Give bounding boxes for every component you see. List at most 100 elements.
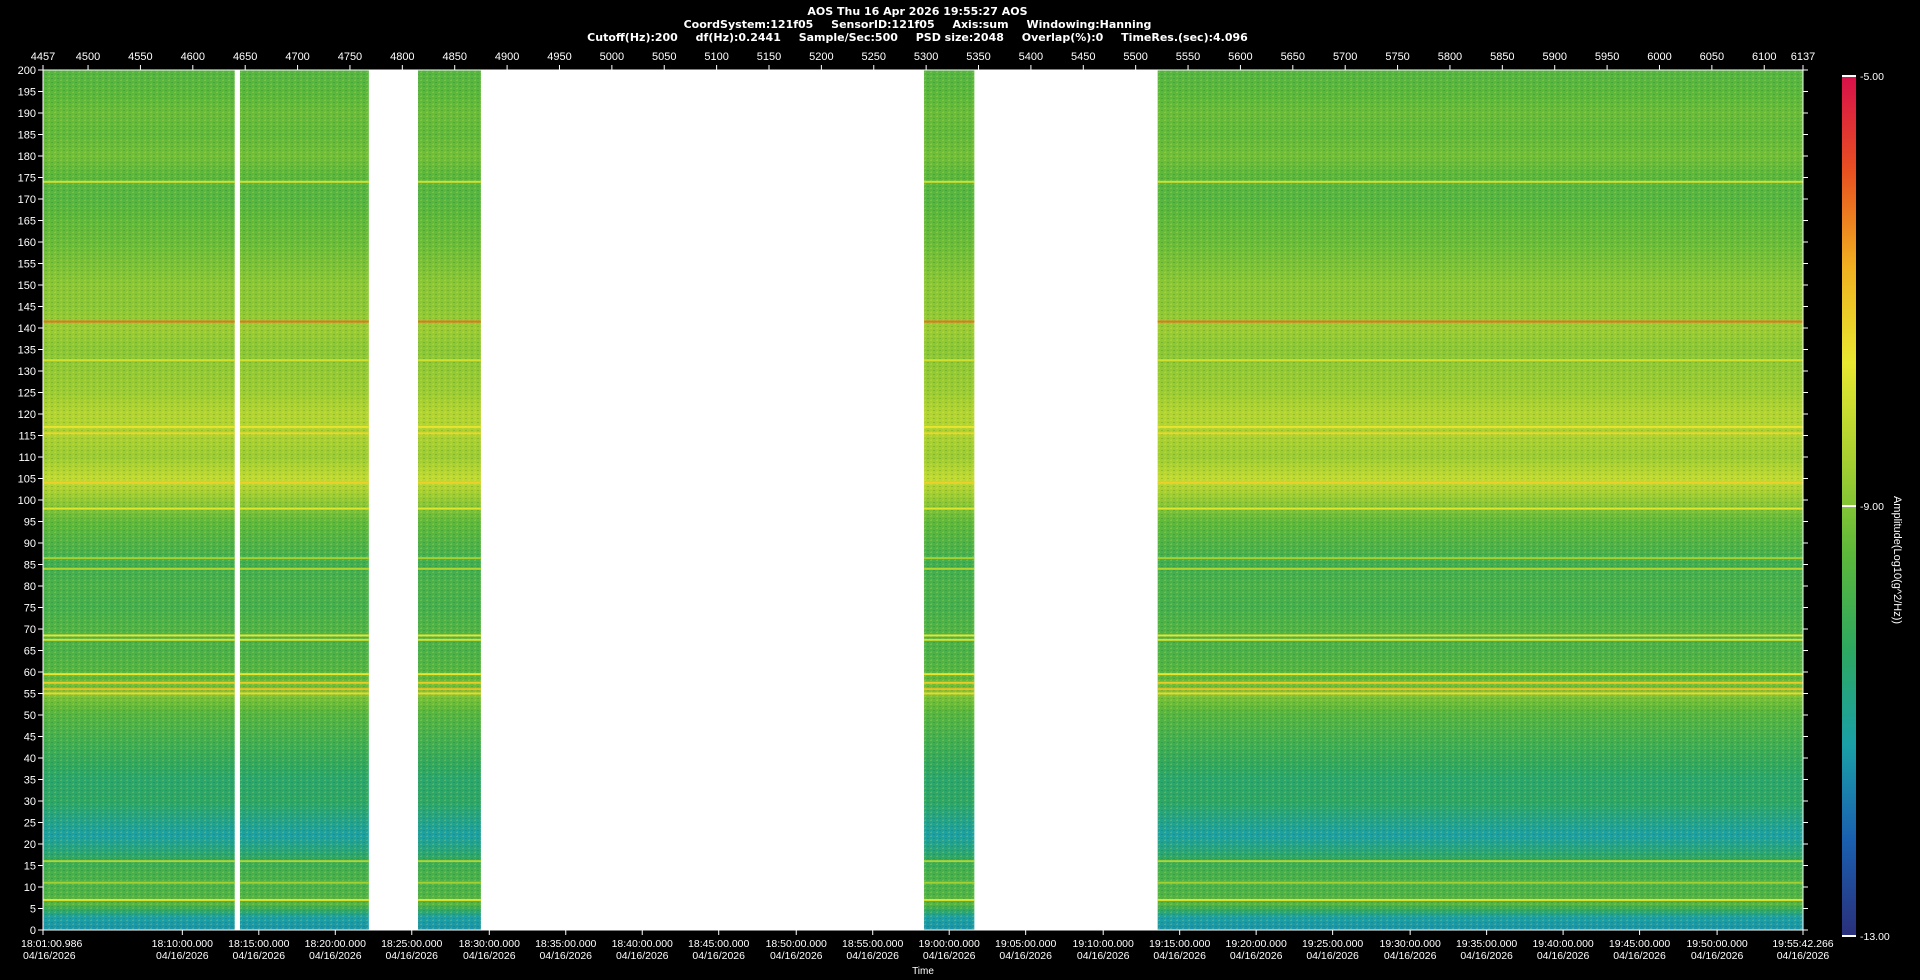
param-psd-size: PSD size:2048 bbox=[915, 31, 1004, 44]
spectral-line bbox=[924, 634, 975, 637]
segment-noise bbox=[418, 70, 481, 930]
spectral-line bbox=[1157, 692, 1803, 695]
data-segment[interactable] bbox=[418, 70, 481, 930]
spectral-line bbox=[1157, 180, 1803, 183]
y-tick-label: 35 bbox=[24, 775, 36, 787]
spectral-line bbox=[1157, 860, 1803, 863]
spectral-line bbox=[239, 180, 369, 183]
spectral-line bbox=[43, 359, 235, 362]
spectral-line bbox=[239, 481, 369, 484]
y-tick-label: 100 bbox=[18, 495, 36, 507]
bottom-tick-time: 19:20:00.000 bbox=[1225, 938, 1286, 950]
spectral-line bbox=[924, 481, 975, 484]
spectral-line bbox=[43, 860, 235, 863]
bottom-tick-date: 04/16/2026 bbox=[1613, 950, 1666, 962]
spectral-line bbox=[43, 432, 235, 435]
spectral-line bbox=[239, 688, 369, 691]
top-tick-label: 5800 bbox=[1438, 51, 1462, 63]
top-tick-label: 6100 bbox=[1752, 51, 1776, 63]
spectral-line bbox=[924, 898, 975, 901]
bottom-tick-time: 19:55:42.266 bbox=[1772, 938, 1833, 950]
bottom-tick-time: 19:50:00.000 bbox=[1686, 938, 1747, 950]
bottom-tick-date: 04/16/2026 bbox=[539, 950, 592, 962]
y-tick-label: 65 bbox=[24, 646, 36, 658]
top-tick-label: 5300 bbox=[914, 51, 938, 63]
top-tick-label: 5450 bbox=[1071, 51, 1095, 63]
bottom-tick-time: 18:20:00.000 bbox=[305, 938, 366, 950]
y-tick-label: 105 bbox=[18, 474, 36, 486]
spectral-line bbox=[239, 692, 369, 695]
spectral-line bbox=[924, 507, 975, 510]
param-sample-rate: Sample/Sec:500 bbox=[798, 31, 898, 44]
param-time-res: TimeRes.(sec):4.096 bbox=[1121, 31, 1248, 44]
spectral-line bbox=[43, 320, 235, 323]
top-tick-label: 4457 bbox=[31, 51, 55, 63]
spectral-line bbox=[1157, 673, 1803, 676]
bottom-tick-date: 04/16/2026 bbox=[385, 950, 438, 962]
spectral-line bbox=[239, 881, 369, 884]
bottom-tick-date: 04/16/2026 bbox=[692, 950, 745, 962]
top-tick-label: 4600 bbox=[181, 51, 205, 63]
spectral-line bbox=[1157, 425, 1803, 428]
spectral-line bbox=[924, 638, 975, 641]
spectral-line bbox=[1157, 881, 1803, 884]
spectral-line bbox=[418, 688, 481, 691]
spectral-line bbox=[418, 638, 481, 641]
top-tick-label: 4900 bbox=[495, 51, 519, 63]
spectral-line bbox=[43, 681, 235, 684]
spectral-line bbox=[924, 432, 975, 435]
y-tick-label: 135 bbox=[18, 345, 36, 357]
bottom-tick-time: 19:15:00.000 bbox=[1149, 938, 1210, 950]
param-df: df(Hz):0.2441 bbox=[695, 31, 781, 44]
spectral-line bbox=[924, 567, 975, 570]
spectral-line bbox=[1157, 320, 1803, 323]
bottom-tick-date: 04/16/2026 bbox=[1460, 950, 1513, 962]
top-tick-label: 4500 bbox=[76, 51, 100, 63]
spectral-line bbox=[418, 898, 481, 901]
bottom-tick-date: 04/16/2026 bbox=[1077, 950, 1130, 962]
plot-area[interactable] bbox=[43, 70, 1803, 930]
y-tick-label: 110 bbox=[18, 452, 36, 464]
spectral-line bbox=[43, 481, 235, 484]
spectral-line bbox=[1157, 557, 1803, 560]
spectral-line bbox=[239, 432, 369, 435]
y-tick-label: 200 bbox=[18, 65, 36, 77]
x-axis-label: Time bbox=[912, 966, 934, 977]
bottom-tick-date: 04/16/2026 bbox=[999, 950, 1052, 962]
data-segment[interactable] bbox=[43, 70, 235, 930]
top-tick-label: 5050 bbox=[652, 51, 676, 63]
data-segment[interactable] bbox=[1157, 70, 1803, 930]
spectral-line bbox=[239, 507, 369, 510]
param-cutoff: Cutoff(Hz):200 bbox=[587, 31, 678, 44]
data-segment[interactable] bbox=[239, 70, 369, 930]
bottom-tick-date: 04/16/2026 bbox=[616, 950, 669, 962]
param-axis: Axis:sum bbox=[952, 18, 1009, 31]
top-tick-label: 4700 bbox=[285, 51, 309, 63]
y-tick-label: 10 bbox=[24, 882, 36, 894]
spectral-line bbox=[239, 359, 369, 362]
spectral-line bbox=[418, 673, 481, 676]
y-tick-label: 180 bbox=[18, 151, 36, 163]
spectral-line bbox=[43, 688, 235, 691]
spectral-line bbox=[418, 692, 481, 695]
colorbar-tick-label: -5.00 bbox=[1860, 71, 1884, 83]
data-segment[interactable] bbox=[924, 70, 975, 930]
spectral-line bbox=[924, 359, 975, 362]
spectral-line bbox=[43, 898, 235, 901]
param-sensor-id: SensorID:121f05 bbox=[831, 18, 935, 31]
spectral-line bbox=[418, 681, 481, 684]
bottom-tick-date: 04/16/2026 bbox=[23, 950, 76, 962]
spectral-line bbox=[43, 673, 235, 676]
bottom-tick-time: 18:25:00.000 bbox=[381, 938, 442, 950]
spectral-line bbox=[239, 634, 369, 637]
top-tick-label: 5350 bbox=[966, 51, 990, 63]
spectral-line bbox=[239, 681, 369, 684]
spectral-line bbox=[418, 320, 481, 323]
spectral-line bbox=[924, 673, 975, 676]
top-tick-label: 4750 bbox=[338, 51, 362, 63]
spectral-line bbox=[924, 557, 975, 560]
param-windowing: Windowing:Hanning bbox=[1026, 18, 1152, 31]
spectral-line bbox=[43, 567, 235, 570]
bottom-tick-date: 04/16/2026 bbox=[1537, 950, 1590, 962]
